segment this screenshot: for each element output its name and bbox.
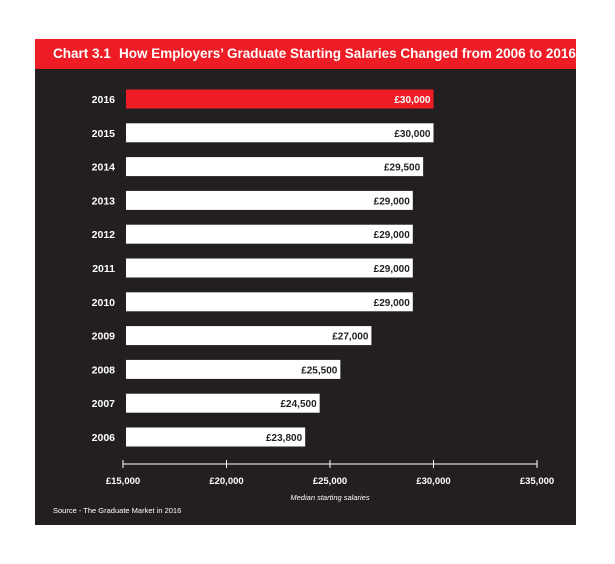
x-tick-label-35000: £35,000: [520, 476, 554, 487]
category-label-2010: 2010: [92, 297, 116, 309]
bar-2009: [126, 326, 372, 346]
data-label-2014: £29,500: [384, 163, 421, 174]
data-label-2010: £29,000: [374, 298, 411, 309]
category-label-2012: 2012: [92, 229, 116, 241]
bar-2007: [126, 393, 320, 413]
bar-2015: [126, 123, 434, 143]
data-label-2009: £27,000: [332, 332, 369, 343]
category-label-2007: 2007: [92, 398, 116, 410]
x-axis-title: Median starting salaries: [290, 493, 369, 502]
data-label-2011: £29,000: [374, 264, 411, 275]
chart-number: Chart 3.1: [53, 46, 111, 61]
bar-2011: [126, 258, 413, 278]
x-tick-label-30000: £30,000: [416, 476, 450, 487]
x-tick-label-15000: £15,000: [106, 476, 140, 487]
category-label-2008: 2008: [92, 364, 116, 376]
chart-title-bar: Chart 3.1 How Employers’ Graduate Starti…: [35, 39, 576, 69]
category-label-2014: 2014: [92, 162, 116, 174]
category-label-2011: 2011: [92, 263, 115, 275]
bar-2016: [126, 89, 434, 109]
bar-2010: [126, 292, 413, 312]
data-label-2015: £30,000: [394, 129, 431, 140]
bar-2012: [126, 224, 413, 244]
category-label-2013: 2013: [92, 195, 116, 207]
data-label-2006: £23,800: [266, 433, 303, 444]
category-label-2009: 2009: [92, 331, 116, 343]
category-label-2016: 2016: [92, 94, 116, 106]
bar-chart: 2016 £30,000 2015 £30,000 2014 £29,500 2013 £29…: [92, 89, 554, 502]
data-label-2013: £29,000: [374, 196, 411, 207]
category-label-2015: 2015: [92, 128, 116, 140]
bar-2014: [126, 157, 424, 177]
chart-title: How Employers’ Graduate Starting Salarie…: [119, 46, 576, 61]
bar-2013: [126, 190, 413, 210]
data-label-2008: £25,500: [301, 365, 338, 376]
data-label-2016: £30,000: [394, 95, 431, 106]
source-note: Source - The Graduate Market in 2016: [53, 506, 182, 515]
data-label-2007: £24,500: [280, 399, 317, 410]
x-tick-label-20000: £20,000: [209, 476, 243, 487]
bar-2006: [126, 427, 306, 447]
category-label-2006: 2006: [92, 432, 116, 444]
data-label-2012: £29,000: [374, 230, 411, 241]
chart-panel: Chart 3.1 How Employers’ Graduate Starti…: [35, 39, 576, 525]
x-tick-label-25000: £25,000: [313, 476, 347, 487]
bar-2008: [126, 359, 341, 379]
